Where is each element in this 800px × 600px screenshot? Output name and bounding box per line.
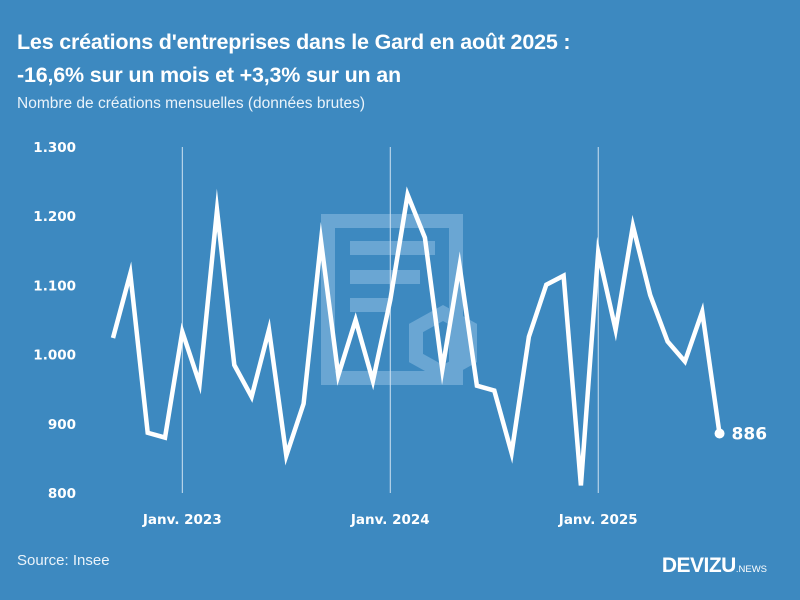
data-point — [250, 395, 254, 399]
data-point — [596, 250, 600, 254]
data-point — [423, 236, 427, 240]
data-point — [111, 336, 115, 340]
brand-name: DEVIZU — [661, 554, 737, 577]
data-point — [371, 379, 375, 383]
data-point — [354, 318, 358, 322]
data-point — [128, 272, 132, 276]
y-axis: 1.300 1.200 1.100 1.000 900 800 — [33, 140, 76, 502]
data-point — [648, 293, 652, 297]
data-point — [475, 384, 479, 388]
data-point — [215, 208, 219, 212]
data-point — [232, 363, 236, 367]
brand-suffix: .NEWS — [735, 564, 767, 575]
y-tick-label: 1.000 — [33, 348, 76, 364]
data-point — [163, 436, 167, 440]
end-value-label: 886 — [732, 424, 768, 444]
data-point — [614, 328, 618, 332]
data-point — [510, 451, 514, 455]
data-point — [198, 382, 202, 386]
y-tick-label: 900 — [48, 417, 76, 433]
data-point — [579, 483, 583, 487]
data-point — [683, 360, 687, 364]
data-point — [267, 328, 271, 332]
data-point — [544, 283, 548, 287]
x-tick-label: Janv. 2025 — [558, 512, 638, 528]
data-point — [666, 339, 670, 343]
chart-subtitle: Nombre de créations mensuelles (données … — [17, 95, 366, 112]
data-point — [180, 330, 184, 334]
data-point — [336, 373, 340, 377]
data-point — [146, 431, 150, 435]
data-point — [631, 224, 635, 228]
chart-title-line-1: Les créations d'entreprises dans le Gard… — [17, 30, 571, 54]
data-point — [700, 310, 704, 314]
data-point — [492, 389, 496, 393]
chart-title-line-2: -16,6% sur un mois et +3,3% sur un an — [17, 63, 401, 87]
data-point — [458, 264, 462, 268]
data-point — [440, 368, 444, 372]
x-tick-label: Janv. 2024 — [350, 512, 430, 528]
data-point — [302, 402, 306, 406]
y-tick-label: 1.300 — [33, 140, 76, 156]
x-tick-label: Janv. 2023 — [142, 512, 222, 528]
end-point-marker — [714, 428, 725, 439]
data-point — [284, 454, 288, 458]
vertical-gridlines — [181, 147, 599, 493]
brand-logo: DEVIZU.NEWS — [662, 554, 767, 578]
data-point — [527, 335, 531, 339]
chart-title: Les créations d'entreprises dans le Gard… — [17, 26, 797, 92]
data-point — [562, 274, 566, 278]
y-tick-label: 800 — [48, 486, 76, 502]
y-tick-label: 1.200 — [33, 209, 76, 225]
series-line — [110, 186, 722, 486]
x-axis: Janv. 2023 Janv. 2024 Janv. 2025 — [142, 512, 638, 528]
data-point — [319, 239, 323, 243]
data-point — [388, 298, 392, 302]
data-point — [406, 193, 410, 197]
source-note: Source: Insee — [17, 552, 110, 569]
y-tick-label: 1.100 — [33, 278, 76, 294]
